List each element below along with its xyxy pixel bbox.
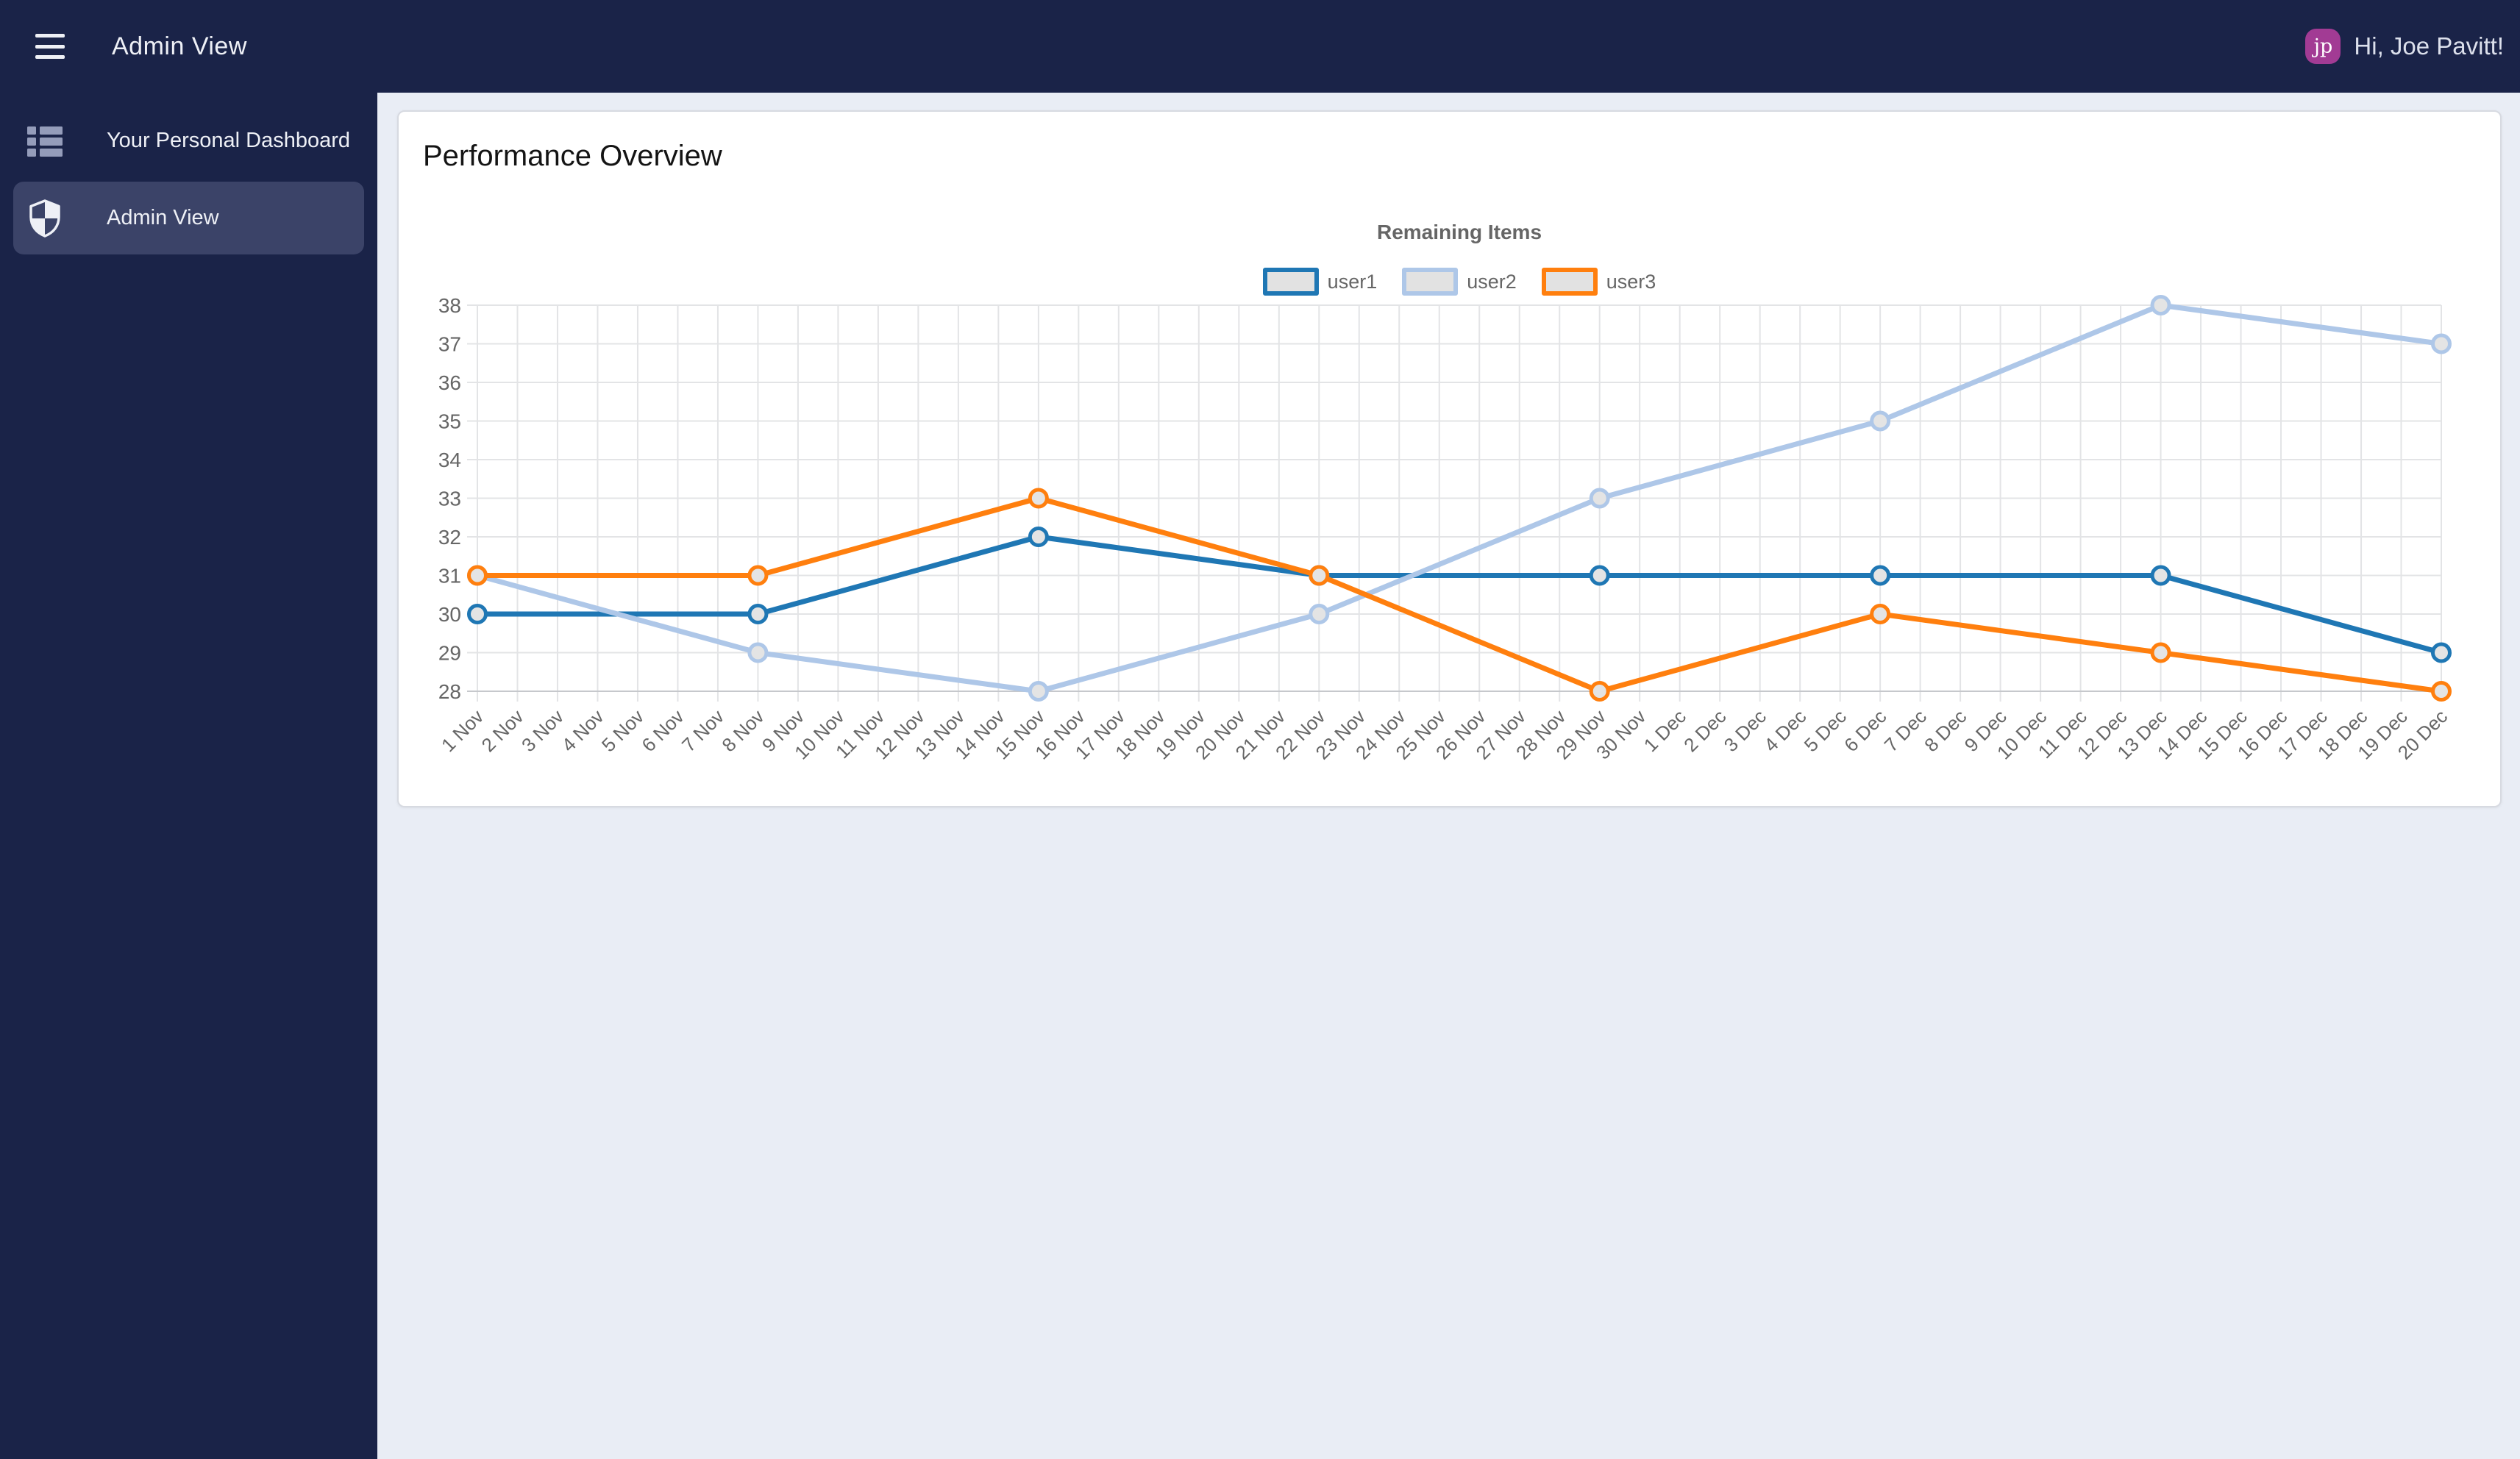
chart-title: Remaining Items [1376,221,1542,243]
chart-legend: user1 user2 user3 [477,265,2441,299]
svg-text:4 Dec: 4 Dec [1759,705,1810,756]
svg-text:34: 34 [438,449,461,471]
sidebar-item-personal-dashboard[interactable]: Your Personal Dashboard [13,104,364,177]
legend-item-user2[interactable]: user2 [1402,268,1517,296]
legend-label-user2: user2 [1467,270,1517,293]
svg-text:5 Dec: 5 Dec [1800,705,1851,756]
svg-text:6 Dec: 6 Dec [1840,705,1890,756]
list-icon [27,122,63,160]
svg-text:7 Dec: 7 Dec [1880,705,1931,756]
svg-text:33: 33 [438,488,461,510]
svg-text:2 Nov: 2 Nov [477,705,527,756]
svg-text:3 Nov: 3 Nov [517,705,568,756]
svg-text:28: 28 [438,680,461,703]
svg-text:37: 37 [438,333,461,356]
sidebar-item-label: Admin View [107,206,219,229]
svg-text:32: 32 [438,526,461,549]
legend-swatch-user3 [1541,268,1598,296]
topbar: Admin View jp Hi, Joe Pavitt! [0,0,2520,93]
svg-text:5 Nov: 5 Nov [597,705,648,756]
svg-text:2 Dec: 2 Dec [1679,705,1730,756]
user-avatar[interactable]: jp [2305,29,2341,64]
svg-text:7 Nov: 7 Nov [677,705,728,756]
sidebar-item-admin-view[interactable]: Admin View [13,182,364,254]
sidebar-item-label: Your Personal Dashboard [107,129,351,152]
svg-text:8 Nov: 8 Nov [717,705,768,756]
svg-text:1 Dec: 1 Dec [1640,705,1690,756]
performance-card: Performance Overview Remaining Items use… [397,110,2502,807]
svg-text:31: 31 [438,565,461,588]
legend-swatch-user2 [1402,268,1459,296]
svg-text:4 Nov: 4 Nov [557,705,608,756]
user-greeting: Hi, Joe Pavitt! [2354,32,2504,60]
svg-text:6 Nov: 6 Nov [637,705,688,756]
svg-text:3 Dec: 3 Dec [1720,705,1770,756]
svg-text:30: 30 [438,603,461,626]
svg-text:29: 29 [438,642,461,665]
legend-item-user1[interactable]: user1 [1262,268,1378,296]
svg-text:35: 35 [438,410,461,433]
legend-label-user1: user1 [1327,270,1378,293]
legend-item-user3[interactable]: user3 [1541,268,1656,296]
shield-icon [27,199,63,238]
svg-text:38: 38 [438,294,461,317]
legend-label-user3: user3 [1606,270,1656,293]
svg-text:36: 36 [438,371,461,394]
hamburger-menu-icon[interactable] [35,34,65,59]
app-title: Admin View [112,32,247,60]
svg-text:1 Nov: 1 Nov [437,705,488,756]
sidebar: Your Personal Dashboard Admin View [0,93,377,1459]
page-title: Performance Overview [423,140,722,172]
legend-swatch-user1 [1262,268,1319,296]
svg-text:8 Dec: 8 Dec [1920,705,1971,756]
